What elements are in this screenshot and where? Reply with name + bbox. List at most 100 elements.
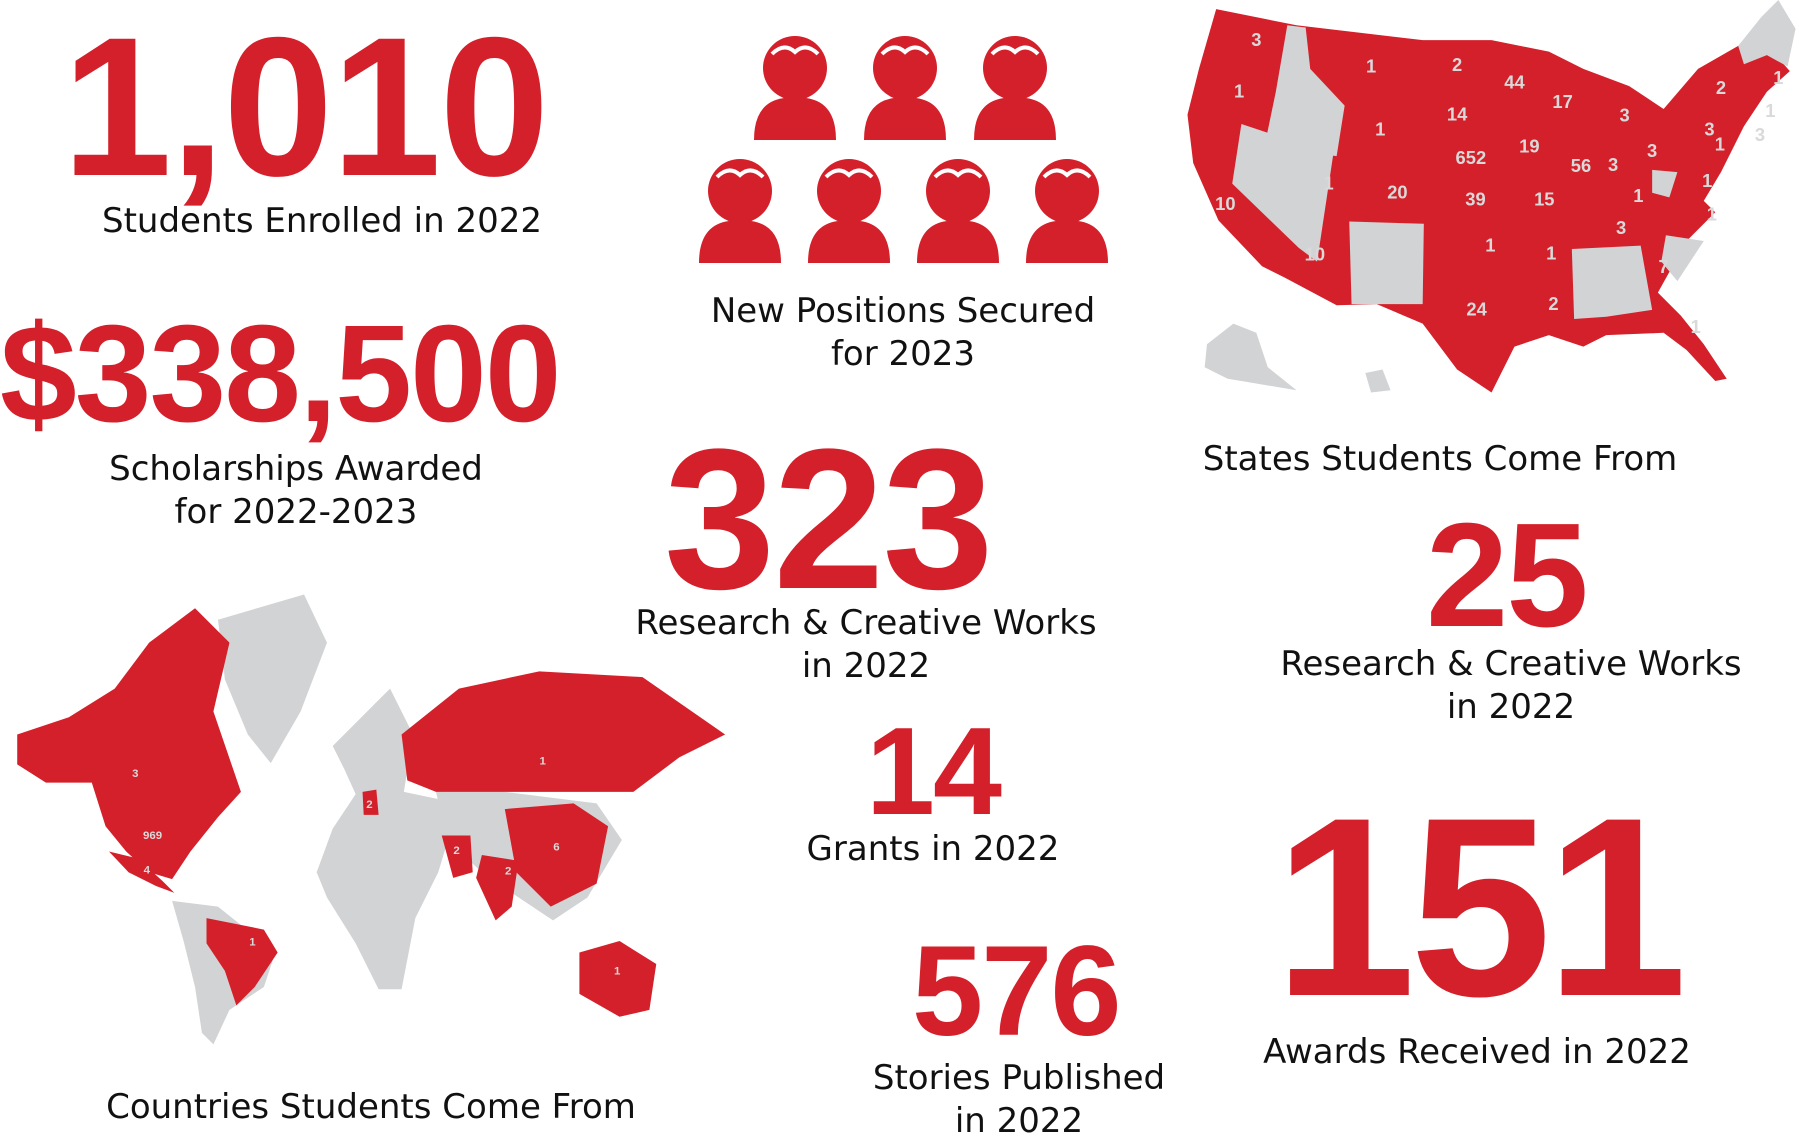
state-value-label: 19 — [1519, 136, 1539, 157]
world-map: 3 969 4 1 1 6 2 2 1 2 — [17, 594, 726, 1045]
state-value-label: 20 — [1387, 182, 1407, 203]
state-value-label: 56 — [1571, 155, 1591, 176]
world-map-title: Countries Students Come From — [106, 1087, 636, 1127]
person-icon — [798, 155, 900, 268]
state-value-label: 10 — [1305, 244, 1325, 265]
state-value-label: 24 — [1466, 299, 1487, 320]
person-icon — [744, 32, 846, 145]
grants-label: Grants in 2022 — [806, 829, 1060, 869]
alaska-shape — [1204, 323, 1297, 391]
hawaii-shape — [1365, 369, 1391, 393]
scholarships-value: $338,500 — [0, 297, 562, 451]
us-states-inactive — [1204, 0, 1796, 393]
research-works-value: 323 — [664, 408, 994, 631]
india-shape — [476, 854, 519, 921]
research-works-2-value: 25 — [1426, 493, 1589, 658]
idaho-shape — [1264, 25, 1345, 157]
country-value-label: 1 — [614, 965, 621, 977]
germany-shape — [362, 789, 379, 815]
state-value-label: 3 — [1704, 118, 1714, 139]
state-value-label: 1 — [1715, 133, 1725, 154]
enrolled-value: 1,010 — [62, 0, 549, 217]
country-value-label: 2 — [453, 845, 459, 857]
state-value-label: 1 — [1366, 55, 1376, 76]
state-value-label: 14 — [1447, 103, 1468, 124]
russia-shape — [401, 671, 726, 792]
north-america-shape — [17, 608, 241, 880]
state-value-label: 10 — [1215, 193, 1235, 214]
country-value-label: 2 — [366, 799, 372, 811]
country-value-label: 4 — [144, 864, 151, 876]
scholarships-label-1: Scholarships Awarded — [109, 449, 483, 489]
europe-africa-shape — [316, 688, 459, 990]
state-value-label: 1 — [1323, 172, 1333, 193]
person-icon — [964, 32, 1066, 145]
state-value-label: 1 — [1485, 234, 1495, 255]
country-value-label: 1 — [539, 755, 546, 767]
state-value-label: 7 — [1659, 256, 1669, 277]
people-icons-row-2 — [689, 155, 1118, 268]
state-value-label: 17 — [1552, 91, 1572, 112]
state-value-label: 39 — [1465, 188, 1485, 209]
china-shape — [504, 803, 609, 907]
awards-label: Awards Received in 2022 — [1263, 1032, 1691, 1072]
person-icon — [907, 155, 1009, 268]
new-england-shape — [1738, 0, 1796, 67]
state-value-label: 2 — [1716, 77, 1726, 98]
state-value-label: 3 — [1620, 105, 1630, 126]
mexico-shape — [108, 851, 175, 893]
state-value-label: 1 — [1375, 118, 1385, 139]
enrolled-label: Students Enrolled in 2022 — [102, 201, 542, 241]
australia-shape — [579, 941, 657, 1017]
state-value-label: 15 — [1534, 188, 1554, 209]
grants-value: 14 — [866, 703, 1002, 841]
positions-label-2: for 2023 — [830, 334, 976, 374]
iran-shape — [441, 835, 473, 878]
state-value-label: 2 — [1548, 293, 1558, 314]
state-value-label: 3 — [1616, 217, 1626, 238]
state-value-label: 1 — [1773, 67, 1783, 88]
country-value-label: 2 — [505, 865, 511, 877]
person-icon — [689, 155, 791, 268]
state-value-label: 2 — [1452, 54, 1462, 75]
mississippi-alabama-shape — [1571, 245, 1653, 320]
scholarships-label-2: for 2022-2023 — [174, 492, 418, 532]
state-value-label: 1 — [1633, 185, 1643, 206]
brazil-shape — [206, 918, 278, 1006]
awards-value: 151 — [1274, 765, 1687, 1050]
nevada-shape — [1232, 123, 1334, 262]
new-mexico-shape — [1349, 221, 1424, 305]
country-value-label: 6 — [553, 841, 559, 853]
research-works-2-label-1: Research & Creative Works — [1280, 644, 1742, 684]
person-icon — [1016, 155, 1118, 268]
positions-label-1: New Positions Secured — [710, 291, 1096, 331]
person-icon — [854, 32, 956, 145]
state-value-label: 1 — [1546, 242, 1556, 263]
state-value-label: 1 — [1691, 316, 1701, 337]
people-icons-row-1 — [744, 32, 1066, 145]
state-value-label: 3 — [1647, 140, 1657, 161]
state-value-label: 3 — [1251, 29, 1261, 50]
research-works-label-2: in 2022 — [801, 646, 931, 686]
research-works-label-1: Research & Creative Works — [635, 603, 1097, 643]
state-value-label: 1 — [1765, 100, 1775, 121]
stories-value: 576 — [912, 920, 1122, 1063]
country-value-label: 969 — [143, 830, 162, 842]
country-value-label: 1 — [249, 937, 256, 949]
state-value-label: 652 — [1456, 147, 1487, 168]
state-value-label: 1 — [1707, 203, 1717, 224]
stories-label-2: in 2022 — [954, 1101, 1084, 1141]
state-value-label: 1 — [1234, 81, 1244, 102]
stories-label-1: Stories Published — [872, 1058, 1166, 1098]
state-value-label: 1 — [1702, 170, 1712, 191]
west-virginia-shape — [1652, 169, 1678, 198]
country-value-label: 3 — [132, 768, 138, 780]
state-value-label: 44 — [1504, 71, 1525, 92]
research-works-2-label-2: in 2022 — [1446, 687, 1576, 727]
greenland-shape — [217, 594, 327, 764]
state-value-label: 3 — [1608, 154, 1618, 175]
south-carolina-shape — [1661, 235, 1704, 282]
us-map-title: States Students Come From — [1202, 439, 1678, 479]
state-value-label: 3 — [1755, 124, 1765, 145]
